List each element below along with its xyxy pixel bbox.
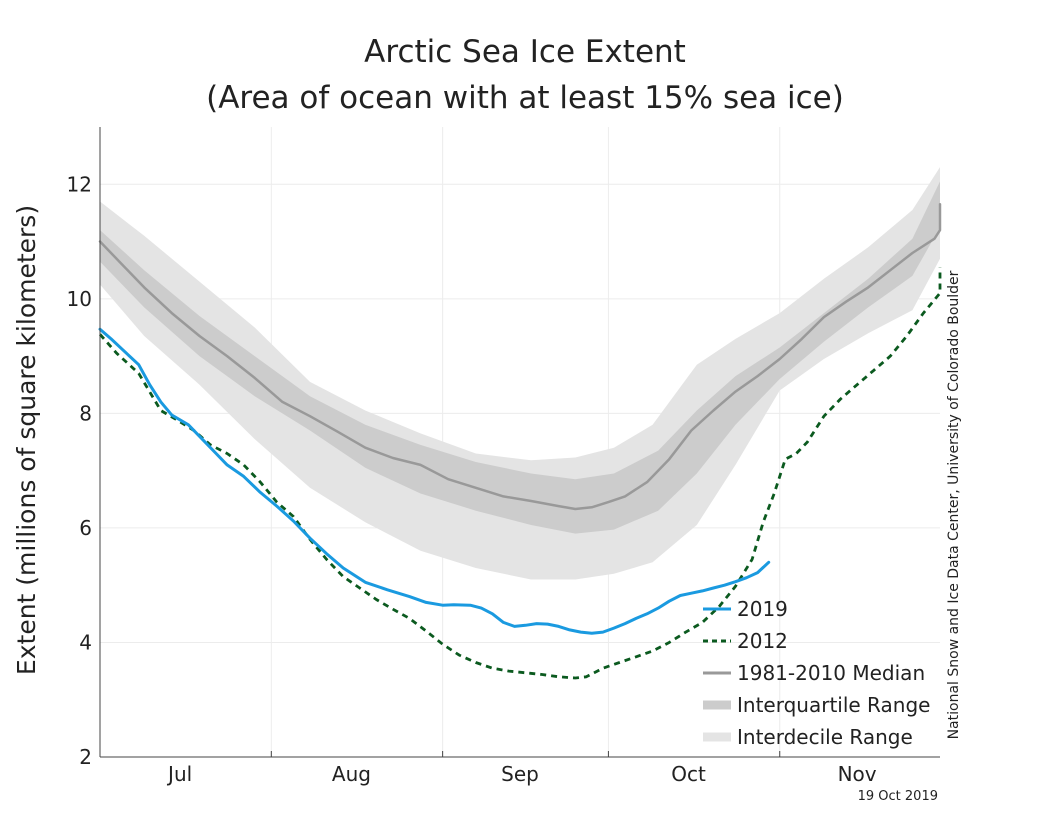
median-line <box>98 203 942 511</box>
legend-item: Interquartile Range <box>703 693 930 717</box>
x-tick-label: Nov <box>838 762 877 786</box>
series-2019-line <box>98 327 771 635</box>
y-tick-label: 10 <box>67 287 92 311</box>
series-2012-line <box>98 267 942 680</box>
chart-subtitle: (Area of ocean with at least 15% sea ice… <box>206 80 844 116</box>
y-tick-label: 6 <box>79 516 92 540</box>
legend-label: Interdecile Range <box>737 725 913 749</box>
axes: 2 4 6 8 10 12 Jul Aug Sep Oct Nov <box>67 127 940 786</box>
legend-item: 2012 <box>703 629 788 653</box>
date-stamp: 19 Oct 2019 <box>858 789 938 804</box>
x-tick-label: Aug <box>332 762 371 786</box>
legend-label: 1981-2010 Median <box>737 661 925 685</box>
y-tick-label: 2 <box>79 745 92 769</box>
plot-area: 2 4 6 8 10 12 Jul Aug Sep Oct Nov <box>67 127 942 786</box>
interdecile-range-band <box>100 167 940 580</box>
credit-text: National Snow and Ice Data Center, Unive… <box>946 270 962 739</box>
legend-item: 2019 <box>703 597 788 621</box>
chart-title: Arctic Sea Ice Extent <box>364 34 686 70</box>
y-axis-label: Extent (millions of square kilometers) <box>12 205 41 675</box>
interquartile-range-band <box>100 181 940 534</box>
legend-label: 2012 <box>737 629 788 653</box>
x-tick-label: Oct <box>671 762 706 786</box>
legend-item: Interdecile Range <box>703 725 913 749</box>
legend-label: 2019 <box>737 597 788 621</box>
legend-label: Interquartile Range <box>737 693 930 717</box>
legend: 2019 2012 1981-2010 Median Interquartile Ra… <box>703 597 930 749</box>
x-tick-label: Sep <box>501 762 539 786</box>
y-tick-label: 12 <box>67 172 92 196</box>
series-lines <box>98 203 942 680</box>
legend-item: 1981-2010 Median <box>703 661 925 685</box>
range-bands <box>100 167 940 580</box>
y-tick-label: 4 <box>79 630 92 654</box>
y-tick-label: 8 <box>79 401 92 425</box>
x-tick-label: Jul <box>166 762 192 786</box>
